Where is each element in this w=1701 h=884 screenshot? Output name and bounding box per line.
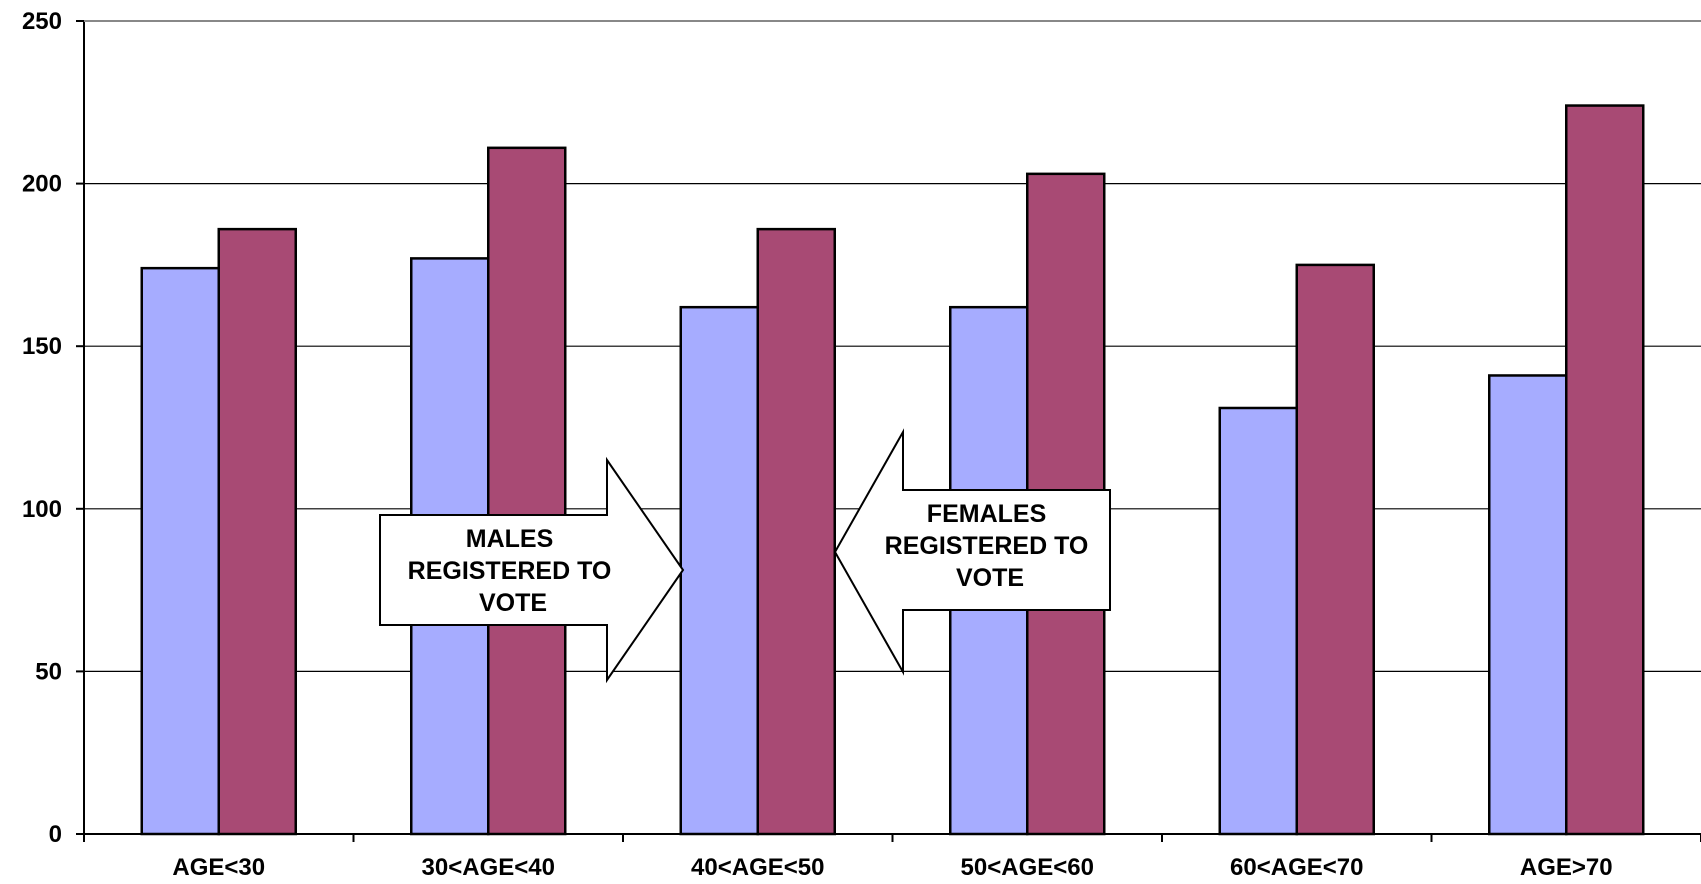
y-tick-label: 0 — [49, 821, 62, 848]
males-callout: MALES REGISTERED TO VOTE — [379, 456, 685, 684]
y-tick-label: 250 — [22, 8, 62, 35]
x-axis-ticks: AGE<30 30<AGE<40 40<AGE<50 50<AGE<60 60<AGE<… — [83, 834, 1701, 881]
males-callout-line-2: REGISTERED TO — [408, 557, 612, 585]
x-tick-label: 30<AGE<40 — [422, 854, 555, 881]
y-tick-label: 200 — [22, 171, 62, 198]
x-tick-label: AGE>70 — [1520, 854, 1613, 881]
males-callout-label: MALES REGISTERED TO VOTE — [408, 525, 619, 617]
females-callout-line-2: REGISTERED TO — [885, 532, 1089, 560]
females-callout: FEMALES REGISTERED TO VOTE — [833, 428, 1111, 676]
bar — [679, 305, 759, 836]
bar — [1565, 104, 1645, 836]
y-axis-ticks: 0 50 100 150 200 250 — [22, 8, 84, 848]
females-callout-arrow-shape — [833, 428, 1111, 676]
males-callout-line-3: VOTE — [479, 589, 547, 617]
axes — [83, 20, 1701, 836]
bar — [487, 146, 567, 836]
bar — [217, 227, 297, 836]
females-callout-line-1: FEMALES — [927, 500, 1046, 528]
bars — [140, 104, 1645, 836]
x-tick-label: 50<AGE<60 — [961, 854, 1094, 881]
bar — [1488, 374, 1568, 836]
y-tick-label: 150 — [22, 333, 62, 360]
females-callout-line-3: VOTE — [956, 564, 1024, 592]
females-callout-label: FEMALES REGISTERED TO VOTE — [885, 500, 1096, 592]
x-tick-label: 40<AGE<50 — [691, 854, 824, 881]
y-tick-label: 100 — [22, 496, 62, 523]
bar — [140, 266, 220, 836]
bar — [756, 227, 836, 836]
x-tick-label: AGE<30 — [172, 854, 265, 881]
males-callout-line-1: MALES — [466, 525, 554, 553]
bar — [1218, 406, 1298, 836]
y-tick-label: 50 — [35, 658, 62, 685]
x-tick-label: 60<AGE<70 — [1230, 854, 1363, 881]
bar — [1295, 263, 1375, 836]
males-callout-arrow-shape — [379, 456, 685, 684]
